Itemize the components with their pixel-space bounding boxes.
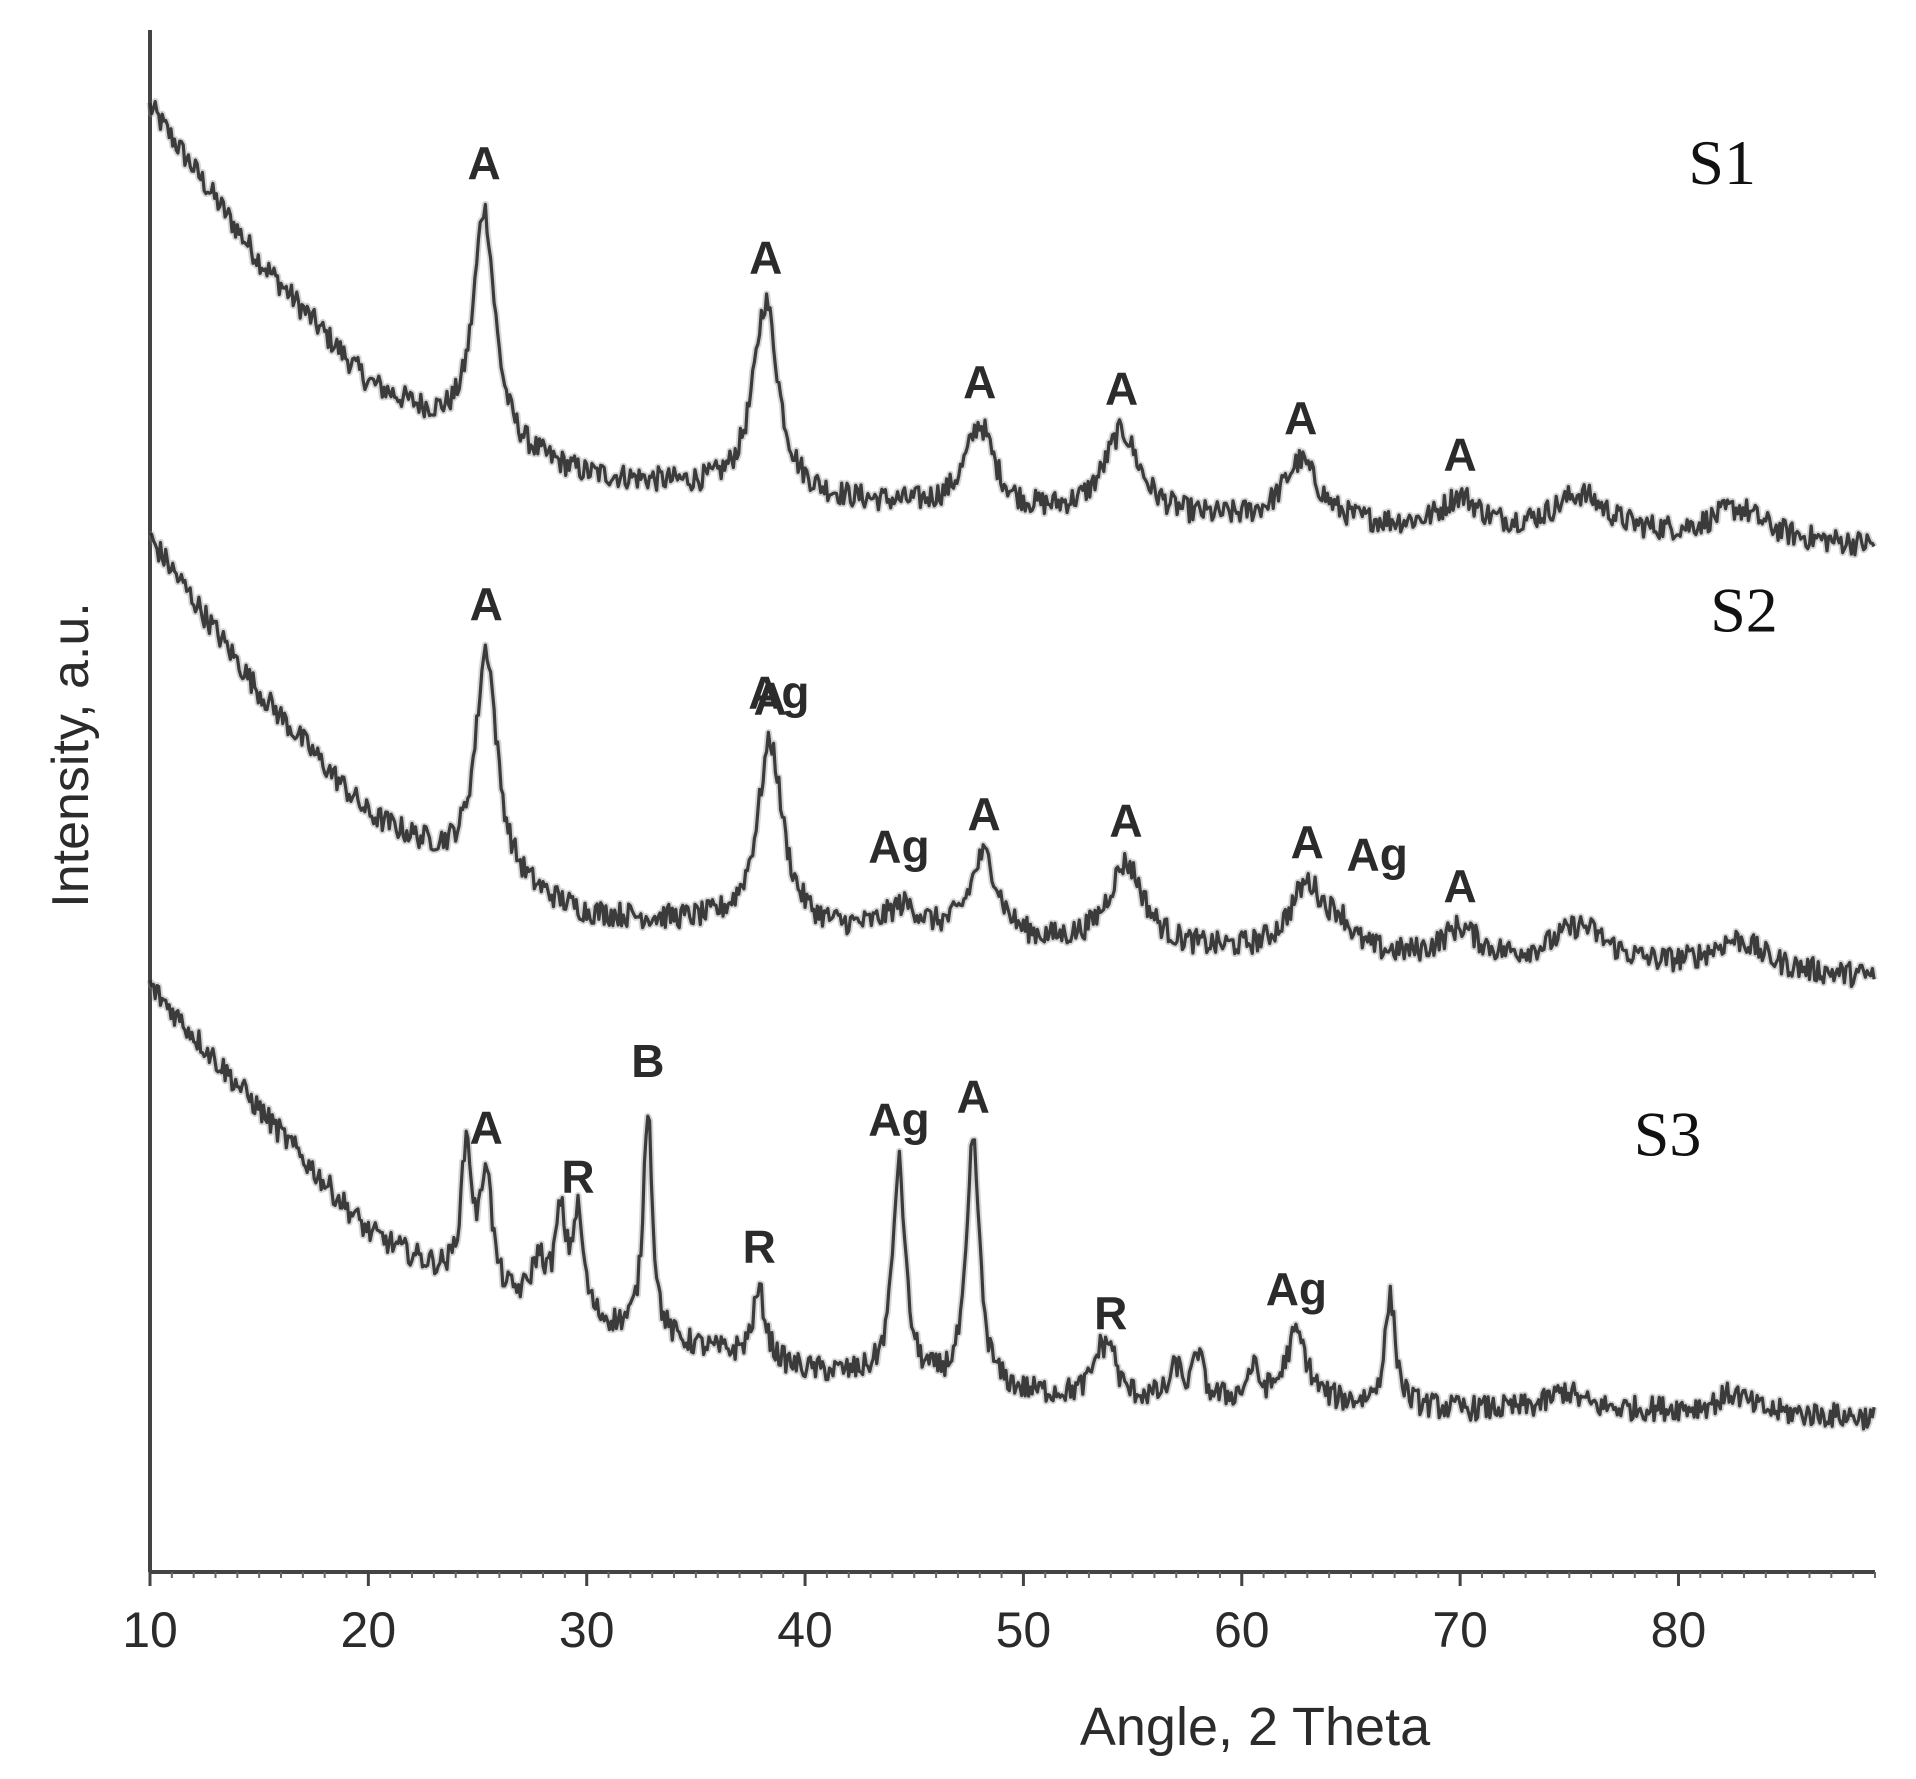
series-name-S2: S2 — [1710, 574, 1778, 645]
peak-label-S3-8: A — [957, 1071, 990, 1123]
peak-label-S2-3: A — [967, 788, 1000, 840]
peak-label-S1-3: A — [1105, 362, 1138, 414]
axes: 10 20 30 40 50 60 70 80 — [122, 30, 1876, 1658]
annotation-S2-0: Ag — [748, 666, 809, 718]
series-name-S3: S3 — [1634, 1099, 1702, 1170]
x-tick-label-80: 80 — [1651, 1602, 1707, 1658]
y-axis-label: Intensity, a.u. — [42, 602, 100, 907]
peak-label-S3-14: Ag — [1266, 1263, 1327, 1315]
annotation-S2-2: Ag — [1346, 828, 1407, 880]
peak-label-S3-10: R — [1094, 1287, 1127, 1339]
x-tick-label-70: 70 — [1432, 1602, 1488, 1658]
peak-label-S3-4: R — [561, 1151, 594, 1203]
series-S3-line — [148, 979, 1876, 1431]
peak-label-S2-0: A — [470, 578, 503, 630]
peak-label-S1-5: A — [1444, 428, 1477, 480]
series-S3-halo — [146, 979, 1878, 1433]
series-name-S1: S1 — [1688, 127, 1756, 198]
series-S1-halo — [146, 98, 1878, 559]
series-S2-line — [149, 532, 1876, 988]
x-axis-label: Angle, 2 Theta — [1080, 1697, 1431, 1757]
peak-label-S1-0: A — [467, 137, 500, 189]
peak-label-S3-5: B — [631, 1035, 664, 1087]
peak-label-S1-4: A — [1284, 392, 1317, 444]
peak-label-S1-1: A — [749, 231, 782, 283]
x-tick-label-20: 20 — [341, 1602, 397, 1658]
x-tick-label-30: 30 — [559, 1602, 615, 1658]
series-traces — [146, 98, 1878, 1433]
peak-label-S2-4: A — [1109, 794, 1142, 846]
peak-label-S2-7: A — [1444, 860, 1477, 912]
peak-label-S3-6: R — [743, 1220, 776, 1272]
peak-label-S3-7: Ag — [868, 1094, 929, 1146]
annotation-S2-1: Ag — [868, 821, 929, 873]
x-tick-label-50: 50 — [996, 1602, 1052, 1658]
series-S1-line — [148, 100, 1876, 557]
x-tick-label-40: 40 — [777, 1602, 833, 1658]
x-tick-label-60: 60 — [1214, 1602, 1270, 1658]
peak-label-S2-5: A — [1291, 816, 1324, 868]
peak-label-S2-1: A — [754, 673, 787, 725]
x-tick-label-10: 10 — [122, 1602, 178, 1658]
peak-label-S3-1: A — [470, 1102, 503, 1154]
peak-label-S1-2: A — [963, 356, 996, 408]
